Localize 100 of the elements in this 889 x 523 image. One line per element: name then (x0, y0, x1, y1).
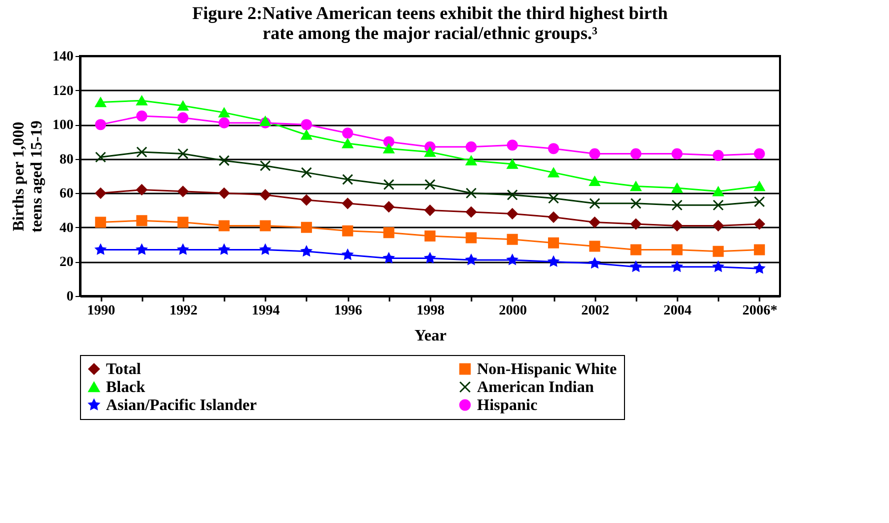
y-tick-label: 100 (52, 118, 74, 134)
point (506, 208, 518, 220)
point (95, 244, 106, 254)
point (754, 263, 765, 274)
y-axis-title: Births per 1,000 teens aged 15-19 (10, 120, 46, 232)
point (218, 244, 230, 254)
chart-title: Figure 2:Native American teens exhibit the third highest birth rate among the major racial/ethnic groups.³ (192, 3, 668, 43)
point (383, 201, 394, 212)
point (342, 174, 354, 185)
point (466, 156, 477, 166)
legend-label: American Indian (477, 379, 594, 396)
point (95, 119, 106, 130)
point (589, 148, 600, 160)
legend-label: Hispanic (477, 397, 538, 414)
point (178, 244, 188, 254)
point (589, 258, 600, 268)
x-axis-title: Year (414, 328, 446, 344)
point (630, 181, 642, 192)
point (95, 152, 106, 163)
point (218, 117, 230, 128)
point (754, 244, 765, 256)
point (424, 252, 436, 263)
point (672, 261, 682, 272)
legend-label: Asian/Pacific Islander (106, 397, 257, 414)
point (136, 110, 148, 122)
point (342, 128, 354, 139)
point (506, 189, 518, 200)
y-tick-label: 40 (60, 220, 74, 236)
point (177, 148, 188, 160)
point (506, 159, 518, 169)
point (506, 234, 518, 245)
point (383, 144, 394, 154)
point (548, 237, 560, 248)
point (589, 198, 600, 209)
y-tick-label: 80 (60, 152, 74, 168)
point (260, 116, 271, 126)
x-tick-label: 1998 (416, 304, 444, 318)
point (630, 148, 642, 160)
point (754, 181, 765, 192)
point (712, 220, 724, 232)
point (424, 179, 436, 190)
point (342, 225, 354, 236)
point (424, 230, 436, 242)
point (712, 246, 724, 257)
x-tick-label: 2004 (664, 304, 692, 318)
point (466, 188, 477, 199)
point (260, 189, 271, 200)
point (260, 244, 271, 254)
point (466, 254, 476, 265)
point (383, 179, 394, 190)
point (342, 138, 354, 148)
point (754, 218, 765, 230)
x-tick-label: 1992 (169, 304, 198, 318)
point (177, 112, 188, 124)
x-tick-label: 2000 (498, 304, 527, 318)
point (672, 183, 683, 193)
point (630, 198, 642, 209)
point (95, 97, 106, 108)
point (466, 206, 477, 218)
point (506, 140, 518, 151)
point (466, 232, 477, 244)
point (672, 148, 683, 160)
point (548, 192, 560, 204)
point (424, 147, 436, 157)
legend-label: Black (106, 379, 146, 396)
point (300, 130, 312, 140)
point (384, 252, 394, 263)
point (672, 200, 683, 211)
point (589, 240, 600, 252)
point (548, 168, 560, 178)
point (754, 148, 765, 160)
point (301, 246, 312, 256)
point (548, 143, 560, 154)
point (712, 200, 724, 211)
y-tick-label: 120 (52, 84, 74, 99)
point (218, 220, 230, 232)
point (300, 194, 312, 206)
point (177, 186, 188, 197)
point (136, 96, 148, 106)
point (548, 212, 560, 223)
x-tick-label: 1994 (252, 304, 280, 318)
point (630, 261, 642, 272)
point (177, 100, 188, 111)
point (300, 222, 312, 233)
point (672, 220, 683, 232)
point (672, 244, 683, 256)
point (136, 244, 148, 254)
legend-label: Total (106, 361, 142, 378)
x-tick-label: 1996 (334, 304, 362, 318)
point (507, 254, 518, 265)
y-tick-label: 20 (60, 255, 74, 270)
point (95, 188, 106, 199)
x-tick-label: 2006* (742, 304, 778, 318)
point (218, 188, 230, 199)
point (342, 249, 353, 260)
point (136, 146, 148, 158)
point (589, 176, 600, 186)
point (260, 160, 271, 172)
x-tick-label: 2002 (581, 304, 610, 318)
point (589, 216, 600, 228)
